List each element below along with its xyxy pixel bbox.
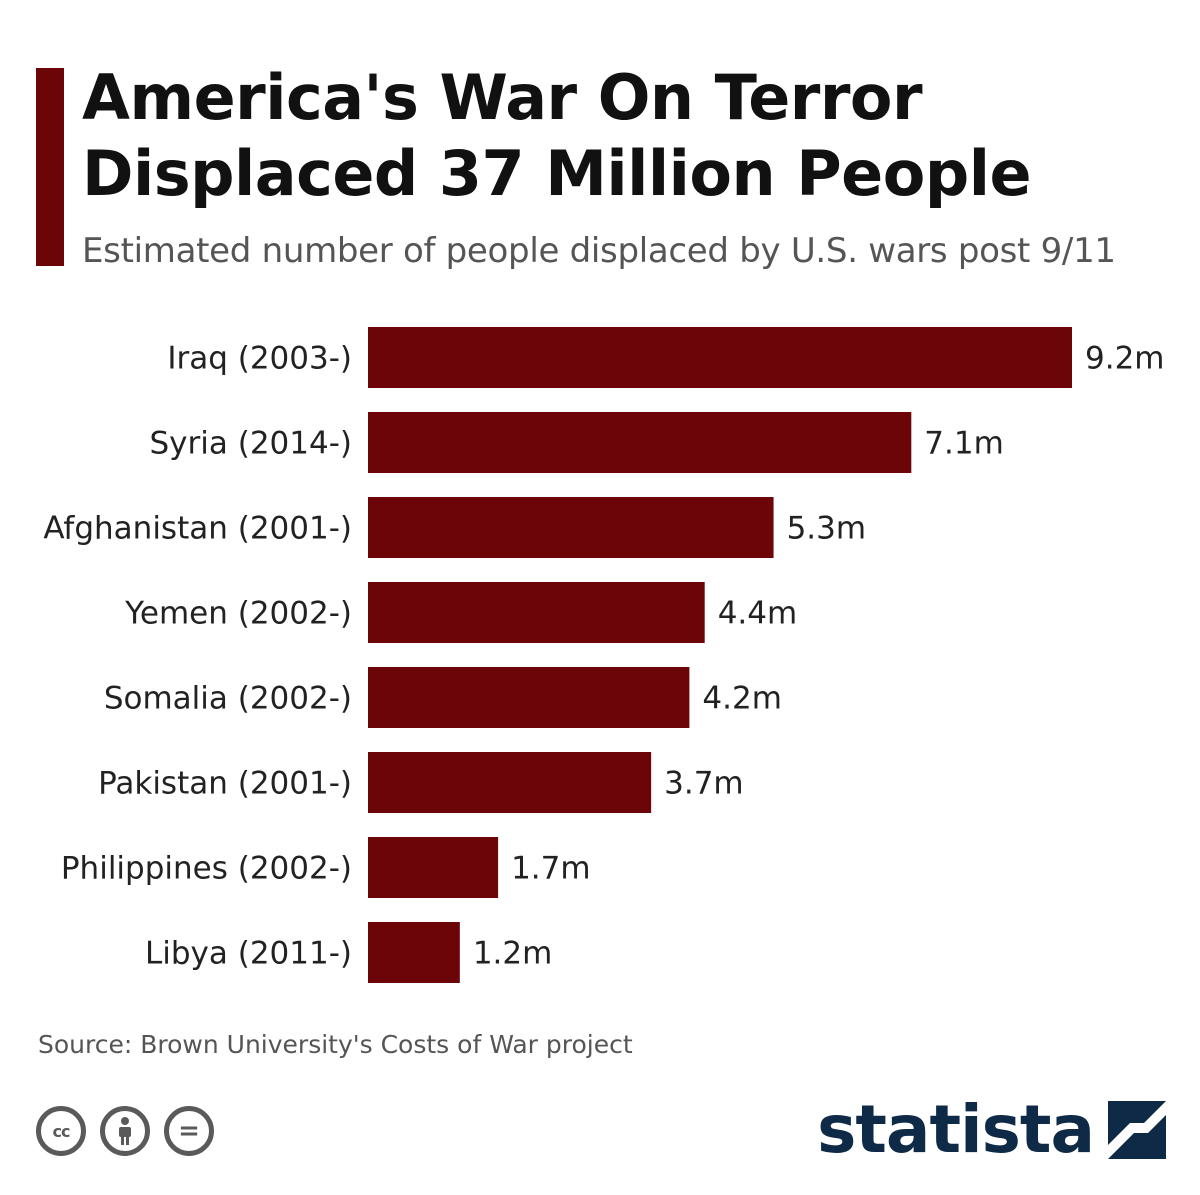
value-label: 4.4m	[718, 596, 798, 632]
category-label: Pakistan (2001-)	[98, 766, 352, 802]
bar	[368, 497, 774, 558]
license-icons: cc =	[36, 1106, 214, 1156]
person-glyph	[119, 1117, 131, 1145]
category-label: Iraq (2003-)	[167, 341, 352, 377]
bar	[368, 837, 499, 898]
source-note: Source: Brown University's Costs of War …	[38, 1030, 633, 1059]
category-label: Afghanistan (2001-)	[43, 511, 352, 547]
value-label: 1.7m	[511, 851, 590, 887]
cc-icon: cc	[36, 1106, 86, 1156]
value-label: 9.2m	[1085, 341, 1165, 377]
bar	[368, 752, 652, 813]
chart-title: America's War On Terror Displaced 37 Mil…	[82, 60, 1032, 212]
value-label: 7.1m	[924, 426, 1004, 462]
bar	[368, 412, 912, 473]
category-label: Syria (2014-)	[150, 426, 353, 462]
bar-chart: Iraq (2003-) 9.2m Syria (2014-) 7.1m Afghani…	[43, 327, 1165, 983]
bar	[368, 327, 1072, 388]
chart-title-line-1: America's War On Terror	[82, 61, 923, 134]
bar	[368, 922, 460, 983]
value-label: 1.2m	[473, 936, 552, 972]
value-label: 5.3m	[787, 511, 867, 547]
category-label: Libya (2011-)	[145, 936, 352, 972]
chart-subtitle: Estimated number of people displaced by …	[82, 231, 1116, 271]
category-label: Philippines (2002-)	[61, 851, 352, 887]
no-derivatives-icon: =	[164, 1106, 214, 1156]
attribution-icon	[100, 1106, 150, 1156]
category-label: Yemen (2002-)	[124, 596, 352, 632]
bar	[368, 582, 705, 643]
title-accent-bar	[36, 68, 64, 266]
category-label: Somalia (2002-)	[104, 681, 352, 717]
bar	[368, 667, 690, 728]
chart-title-line-2: Displaced 37 Million People	[82, 137, 1032, 210]
statista-logo-icon	[1108, 1101, 1166, 1159]
statista-logo-text: statista	[817, 1091, 1095, 1168]
value-label: 3.7m	[664, 766, 744, 802]
value-label: 4.2m	[702, 681, 782, 717]
statista-logo: statista	[817, 1090, 1166, 1170]
